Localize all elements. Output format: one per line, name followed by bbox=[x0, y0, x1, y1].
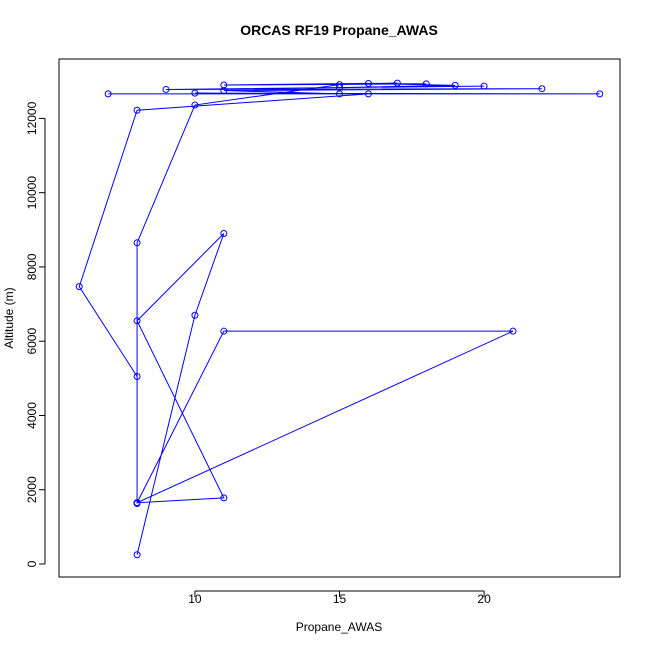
data-point bbox=[509, 327, 517, 335]
y-tick-label: 6000 bbox=[25, 328, 39, 355]
x-tick-label: 10 bbox=[188, 592, 202, 606]
data-point bbox=[364, 90, 372, 98]
y-tick-label: 2000 bbox=[25, 476, 39, 503]
data-point bbox=[220, 81, 228, 89]
y-axis: 0 2000 4000 6000 8000 10000 12000 bbox=[25, 101, 46, 567]
x-axis-label: Propane_AWAS bbox=[296, 620, 383, 634]
data-point bbox=[133, 551, 141, 559]
y-tick-label: 10000 bbox=[25, 176, 39, 210]
data-point bbox=[220, 327, 228, 335]
x-axis: 10 15 20 bbox=[188, 590, 491, 606]
y-tick-label: 12000 bbox=[25, 101, 39, 135]
data-point bbox=[104, 90, 112, 98]
data-point bbox=[191, 311, 199, 319]
data-point bbox=[480, 82, 488, 90]
data-point bbox=[133, 239, 141, 247]
chart-title: ORCAS RF19 Propane_AWAS bbox=[240, 22, 438, 38]
y-tick-label: 8000 bbox=[25, 253, 39, 280]
data-point bbox=[451, 81, 459, 89]
data-point bbox=[220, 494, 228, 502]
data-point bbox=[191, 101, 199, 109]
x-tick-label: 20 bbox=[477, 592, 491, 606]
y-tick-label: 4000 bbox=[25, 402, 39, 429]
y-axis-label: Altitude (m) bbox=[2, 287, 16, 348]
data-point bbox=[220, 230, 228, 238]
y-tick-label: 0 bbox=[25, 560, 39, 567]
data-point bbox=[133, 499, 141, 507]
data-point bbox=[162, 85, 170, 93]
data-point bbox=[75, 283, 83, 291]
data-point bbox=[133, 372, 141, 380]
data-point bbox=[596, 90, 604, 98]
x-tick-label: 15 bbox=[333, 592, 347, 606]
data-point bbox=[393, 79, 401, 87]
data-point bbox=[364, 80, 372, 88]
data-point bbox=[133, 106, 141, 114]
data-point bbox=[191, 89, 199, 97]
data-point bbox=[133, 317, 141, 325]
data-point bbox=[336, 81, 343, 89]
data-point bbox=[538, 85, 546, 93]
plot-area bbox=[58, 58, 621, 578]
data-point bbox=[336, 84, 343, 92]
series-layer bbox=[75, 79, 604, 559]
series-line bbox=[78, 82, 600, 555]
data-point bbox=[422, 80, 430, 88]
